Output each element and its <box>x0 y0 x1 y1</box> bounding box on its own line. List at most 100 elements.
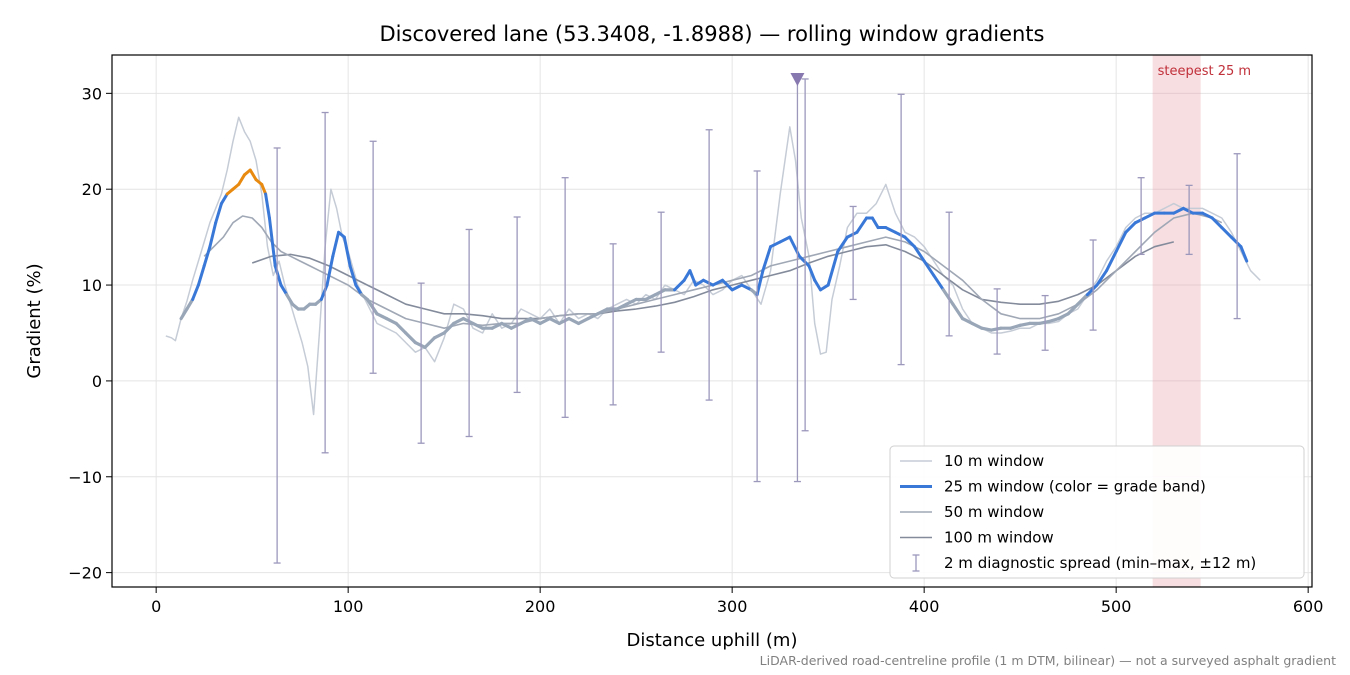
series-25m-segment <box>1114 230 1128 254</box>
series-25m-segment <box>721 278 734 292</box>
series-25m-segment <box>202 245 212 268</box>
series-25m-segment <box>826 250 840 287</box>
series-25m-segment <box>778 235 792 244</box>
series-25m-segment <box>196 264 206 287</box>
series-25m-segment <box>903 235 917 249</box>
series-25m-segment <box>711 278 725 287</box>
series-25m-segment <box>1133 216 1147 225</box>
series-25m-segment <box>960 317 974 325</box>
series-25m-segment <box>1047 317 1061 324</box>
y-tick-label: 30 <box>82 84 102 103</box>
series-25m-segment <box>893 230 907 239</box>
series-25m-segment <box>586 312 600 321</box>
series-25m-segment <box>1220 226 1233 239</box>
series-25m-segment <box>279 283 289 297</box>
series-25m-segment <box>1172 206 1185 215</box>
x-tick-label: 300 <box>717 597 748 616</box>
series-100m-line <box>251 241 1174 320</box>
series-25m-segment <box>1124 221 1137 234</box>
error-bars-group <box>273 78 1241 564</box>
series-25m-segment <box>267 216 277 268</box>
series-25m-segment <box>1105 250 1118 273</box>
y-tick-label: −10 <box>68 468 102 487</box>
series-25m-segment <box>855 216 869 234</box>
series-25m-segment <box>615 302 629 311</box>
legend-label: 100 m window <box>944 529 1054 547</box>
series-25m-segment <box>342 235 352 268</box>
series-25m-segment <box>567 317 581 325</box>
series-25m-segment <box>354 283 364 297</box>
x-tick-label: 500 <box>1101 597 1132 616</box>
series-25m-segment <box>970 321 984 330</box>
series-25m-segment <box>989 326 1003 332</box>
series-25m-segment <box>442 321 456 335</box>
series-25m-segment <box>884 226 897 234</box>
y-tick-label: −20 <box>68 564 102 583</box>
series-25m-segment <box>365 297 379 316</box>
series-25m-segment <box>701 278 715 287</box>
series-50m-line <box>203 212 1223 329</box>
legend-box <box>889 445 1305 579</box>
series-25m-segment <box>413 340 427 349</box>
series-25m-segment <box>191 283 200 301</box>
series-group <box>165 116 1261 416</box>
series-25m-segment <box>932 273 945 292</box>
legend-label: 10 m window <box>944 452 1044 470</box>
x-tick-label: 100 <box>333 597 364 616</box>
series-25m-segment <box>432 331 446 340</box>
x-tick-label: 400 <box>909 597 940 616</box>
series-25m-segment <box>688 269 698 287</box>
series-25m-segment <box>219 192 229 206</box>
series-25m-segment <box>500 321 513 330</box>
series-25m-segment <box>596 307 609 316</box>
series-25m-segment <box>384 317 398 325</box>
series-25m-segment <box>490 321 504 330</box>
steepest-band-label: steepest 25 m <box>1158 64 1251 79</box>
series-25m-segment <box>1229 235 1243 249</box>
series-25m-segment <box>730 283 744 292</box>
series-25m-segment <box>1018 321 1032 327</box>
series-25m-segment <box>375 312 389 321</box>
footnote: LiDAR-derived road-centreline profile (1… <box>760 653 1336 668</box>
series-25m-segment <box>179 307 189 321</box>
y-tick-label: 0 <box>92 372 102 391</box>
legend-label: 2 m diagnostic spread (min–max, ±12 m) <box>944 554 1256 572</box>
series-25m-segment <box>248 168 258 182</box>
series-25m-segment <box>1066 302 1080 316</box>
series-25m-segment <box>673 278 686 292</box>
grid <box>112 55 1312 587</box>
series-25m-segment <box>644 293 657 302</box>
series-25m-segment <box>653 288 667 297</box>
series-25m-segment <box>394 321 408 335</box>
legend-label: 50 m window <box>944 503 1044 521</box>
series-25m-segment <box>836 235 849 254</box>
series-25m-segment <box>797 254 811 268</box>
series-25m-segment <box>185 297 195 311</box>
series-25m-segment <box>214 202 223 225</box>
series-25m-segment <box>452 317 465 325</box>
series-25m-segment <box>471 321 485 330</box>
y-tick-label: 20 <box>82 180 102 199</box>
series-25m-segment <box>557 317 571 325</box>
x-tick-label: 200 <box>525 597 556 616</box>
series-25m-segment <box>1210 216 1224 230</box>
series-25m-segment <box>694 278 705 287</box>
plot-frame <box>111 54 1313 588</box>
series-25m-segment <box>870 216 880 230</box>
y-tick-label: 10 <box>82 276 102 295</box>
series-25m-segment <box>348 264 358 287</box>
series-25m-segment <box>818 283 830 292</box>
series-25m-segment <box>1095 269 1109 287</box>
series-25m-segment <box>941 288 955 306</box>
series-25m-segment <box>922 259 936 277</box>
series-25m-segment <box>538 317 552 325</box>
series-25m-segment <box>264 192 271 220</box>
series-25m-segment <box>1008 323 1022 330</box>
series-25m-segment <box>1037 319 1051 325</box>
series-25m-segment <box>576 317 590 325</box>
triangle-marker <box>790 72 805 86</box>
legend: 10 m window 25 m window (color = grade ba… <box>889 445 1305 579</box>
series-25m-segment <box>813 278 822 292</box>
x-tick-label: 0 <box>151 597 161 616</box>
series-25m-segment <box>509 321 523 330</box>
